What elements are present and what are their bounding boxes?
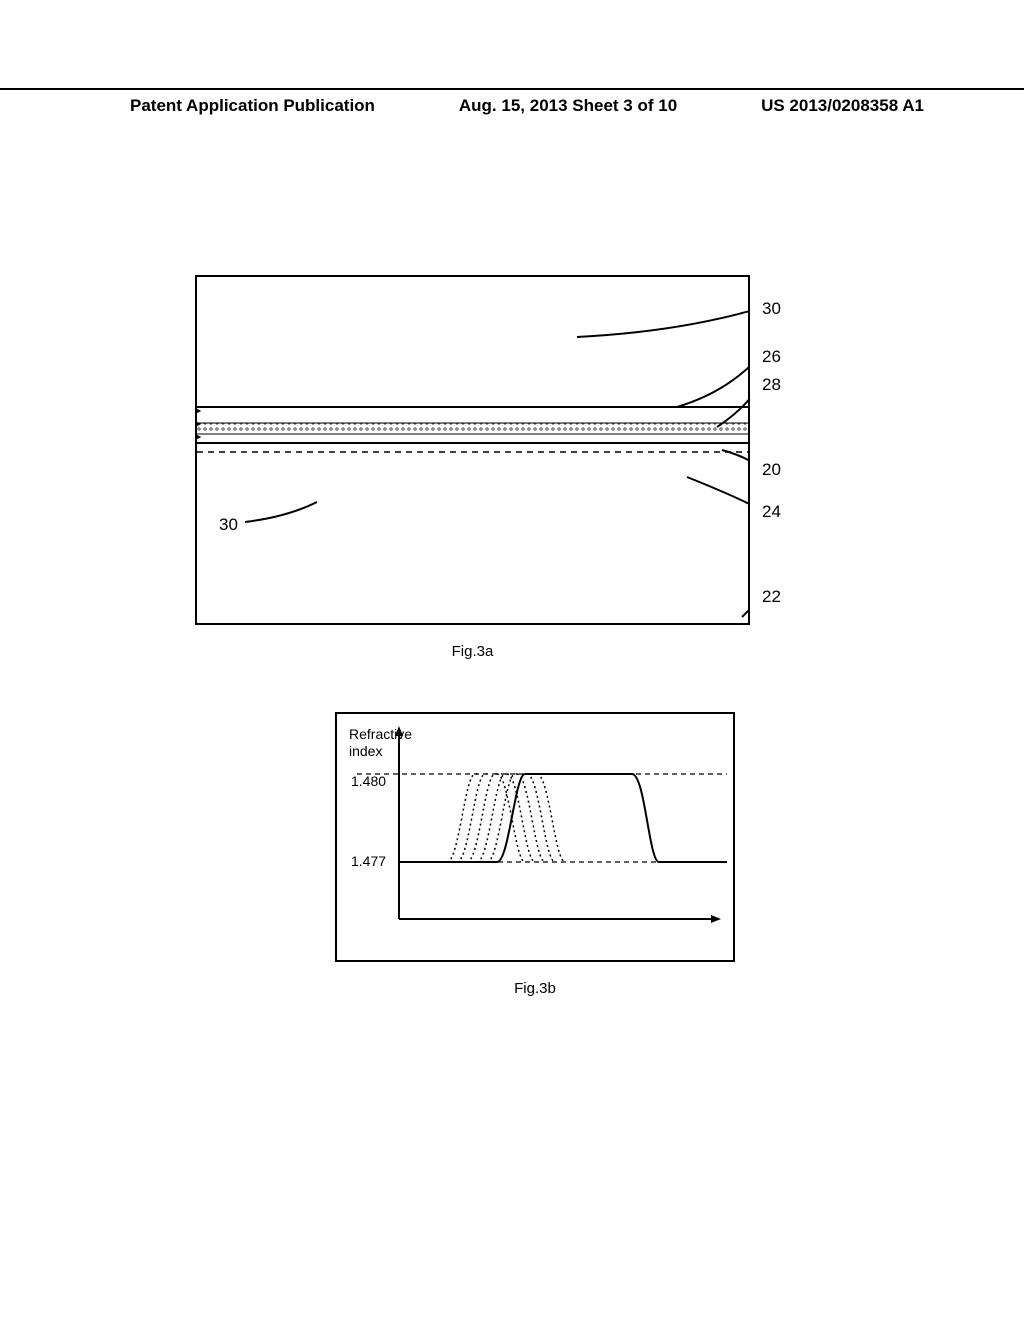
label-26: 26 [762, 347, 781, 367]
label-22: 22 [762, 587, 781, 607]
label-30-top: 30 [762, 299, 781, 319]
ytick-high: 1.480 [351, 773, 386, 789]
label-20: 20 [762, 460, 781, 480]
header: Patent Application Publication Aug. 15, … [0, 88, 1024, 116]
figure-3a-box: 30 26 28 20 24 22 30 [195, 275, 750, 625]
ytick-low: 1.477 [351, 853, 386, 869]
label-24: 24 [762, 502, 781, 522]
figure-3b-svg: Refractive index 1.480 1.477 [337, 714, 733, 960]
figure-3a-container: 30 26 28 20 24 22 30 Fig.3a [195, 275, 750, 625]
ylabel-line1: Refractive [349, 726, 412, 742]
figure-3b-caption: Fig.3b [335, 980, 735, 997]
label-30-bottom: 30 [219, 515, 238, 535]
header-center: Aug. 15, 2013 Sheet 3 of 10 [459, 96, 677, 116]
label-28: 28 [762, 375, 781, 395]
figure-3b-container: Refractive index 1.480 1.477 Fig.3b [335, 712, 735, 962]
figure-3a-caption: Fig.3a [195, 643, 750, 660]
figure-3b-box: Refractive index 1.480 1.477 [335, 712, 735, 962]
header-right: US 2013/0208358 A1 [761, 96, 1024, 116]
header-left: Patent Application Publication [0, 96, 375, 116]
figure-3a-svg [197, 277, 748, 623]
ylabel-line2: index [349, 743, 382, 759]
